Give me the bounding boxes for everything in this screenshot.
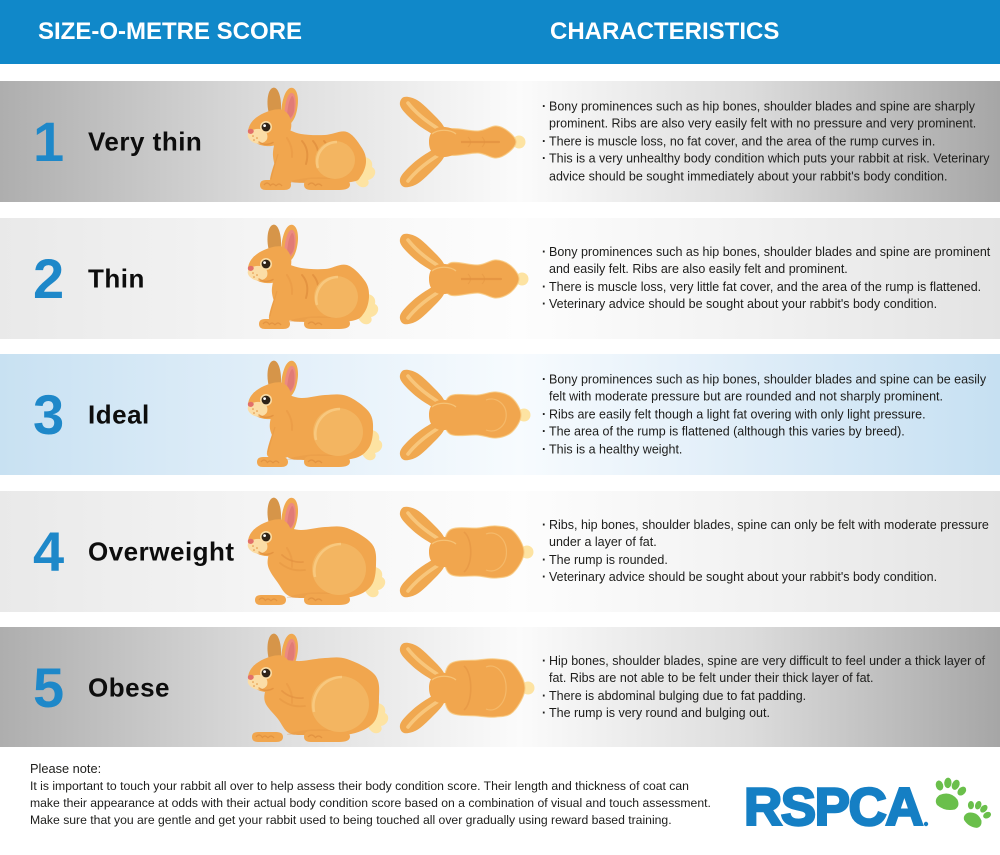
characteristic-item: Ribs, hip bones, shoulder blades, spine … <box>542 517 998 552</box>
characteristic-item: Bony prominences such as hip bones, shou… <box>542 98 998 133</box>
characteristic-item: There is muscle loss, no fat cover, and … <box>542 133 998 151</box>
characteristics-list: Bony prominences such as hip bones, shou… <box>542 98 998 186</box>
rabbit-side-view-illustration <box>247 86 385 198</box>
characteristic-item: This is a very unhealthy body condition … <box>542 150 998 185</box>
score-number: 4 <box>33 519 65 583</box>
characteristic-item: There is abdominal bulging due to fat pa… <box>542 688 998 706</box>
rabbit-side-view-illustration <box>247 223 385 335</box>
row-overweight: 4 Overweight Ribs, hip bones, shoulder bl… <box>0 491 1000 612</box>
characteristics-list: Hip bones, shoulder blades, spine are ve… <box>542 653 998 723</box>
score-number: 5 <box>33 655 65 719</box>
characteristic-item: Veterinary advice should be sought about… <box>542 296 998 314</box>
row-very-thin: 1 Very thin Bony prominences such as hip … <box>0 81 1000 202</box>
score-label: Obese <box>88 672 170 702</box>
svg-text:RSPCA: RSPCA <box>744 778 922 837</box>
characteristic-item: Hip bones, shoulder blades, spine are ve… <box>542 653 998 688</box>
rabbit-top-view-illustration <box>392 367 534 463</box>
header-bar: SIZE-O-METRE SCORE CHARACTERISTICS <box>0 0 1000 64</box>
score-number: 3 <box>33 382 65 446</box>
characteristic-item: There is muscle loss, very little fat co… <box>542 279 998 297</box>
rabbit-top-view-illustration <box>392 640 535 736</box>
score-label: Ideal <box>88 399 150 429</box>
rabbit-side-view-illustration <box>247 359 385 471</box>
score-label: Overweight <box>88 536 235 566</box>
characteristics-list: Bony prominences such as hip bones, shou… <box>542 244 998 314</box>
row-thin: 2 Thin Bony prominences such as hip bones… <box>0 218 1000 339</box>
characteristic-item: The area of the rump is flattened (altho… <box>542 423 998 441</box>
score-number: 1 <box>33 109 65 173</box>
rabbit-side-view-illustration <box>247 496 386 608</box>
row-obese: 5 Obese Hip bones, shoulder blades, spine… <box>0 627 1000 748</box>
row-ideal: 3 Ideal Bony prominences such as hip bone… <box>0 354 1000 475</box>
characteristic-item: The rump is very round and bulging out. <box>542 705 998 723</box>
characteristic-item: Bony prominences such as hip bones, shou… <box>542 371 998 406</box>
header-left-title: SIZE-O-METRE SCORE <box>38 18 303 45</box>
note-title: Please note: <box>30 761 102 776</box>
characteristic-item: Veterinary advice should be sought about… <box>542 569 998 587</box>
characteristic-item: Bony prominences such as hip bones, shou… <box>542 244 998 279</box>
rabbit-top-view-illustration <box>392 504 534 600</box>
score-number: 2 <box>33 246 65 310</box>
rspca-logo: RSPCA <box>743 771 996 841</box>
rabbit-top-view-illustration <box>392 231 534 327</box>
score-label: Very thin <box>88 126 203 156</box>
rabbit-top-view-illustration <box>392 94 534 190</box>
characteristic-item: Ribs are easily felt though a light fat … <box>542 406 998 424</box>
footer: Please note: It is important to touch yo… <box>0 747 1000 855</box>
characteristic-item: The rump is rounded. <box>542 552 998 570</box>
header-right-title: CHARACTERISTICS <box>550 18 780 45</box>
note-body: It is important to touch your rabbit all… <box>30 779 711 827</box>
characteristics-list: Bony prominences such as hip bones, shou… <box>542 371 998 459</box>
rabbit-side-view-illustration <box>247 632 389 744</box>
score-label: Thin <box>88 263 145 293</box>
characteristic-item: This is a healthy weight. <box>542 441 998 459</box>
characteristics-list: Ribs, hip bones, shoulder blades, spine … <box>542 517 998 587</box>
